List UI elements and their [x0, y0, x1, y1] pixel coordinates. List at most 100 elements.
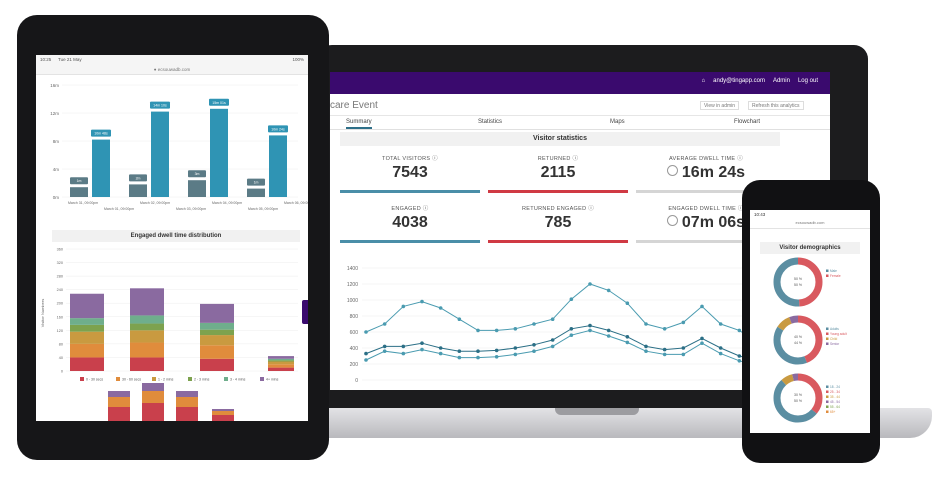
phone-status-bar: 10:43	[750, 210, 870, 220]
data-point	[681, 346, 686, 350]
stat-value-text: 07m 06s	[681, 214, 746, 231]
mini-stacked-segment	[142, 383, 164, 391]
stat-value: 4038	[340, 214, 480, 232]
y-tick-label: 0m	[53, 195, 60, 200]
data-point	[569, 327, 574, 331]
data-label-box	[247, 178, 265, 186]
data-point	[457, 355, 462, 360]
series-line	[365, 325, 759, 362]
donut-inner-label: 30 %	[794, 393, 802, 397]
donut-inner-label: 50 %	[794, 283, 802, 287]
donut-slice	[773, 373, 823, 423]
stat-value: 785	[488, 214, 628, 232]
stacked-segment	[130, 330, 164, 343]
tab-maps[interactable]: Maps	[610, 119, 625, 125]
tablet-status-time: 10:25	[40, 57, 52, 62]
stacked-segment	[130, 357, 164, 371]
phone-url-bar[interactable]: ecsouwadb.com	[750, 220, 870, 229]
tab-statistics[interactable]: Statistics	[478, 119, 503, 125]
stacked-segment	[268, 360, 294, 362]
legend-swatch	[826, 274, 829, 277]
data-point	[438, 351, 443, 356]
data-point	[606, 288, 611, 293]
stacked-segment	[130, 342, 164, 358]
y-tick-label: 0	[355, 378, 358, 384]
user-email-link[interactable]: andy@tingapp.com	[713, 78, 765, 84]
data-point	[700, 336, 704, 341]
donut-inner-label: 44 %	[794, 341, 802, 345]
y-tick-label: 40	[59, 356, 63, 360]
data-point	[513, 352, 518, 357]
y-tick-label: 800	[350, 314, 359, 320]
side-feedback-tab[interactable]	[302, 300, 308, 324]
data-label-box	[268, 125, 288, 133]
data-point	[364, 330, 368, 334]
y-tick-label: 1200	[347, 282, 358, 288]
data-point	[606, 328, 611, 333]
data-label: 15m 01s	[212, 101, 226, 105]
bar-baseline	[129, 184, 147, 197]
data-point	[644, 322, 648, 326]
stat-accent-bar	[340, 240, 480, 243]
data-label-box	[91, 129, 111, 137]
data-point	[401, 304, 406, 309]
stacked-segment	[70, 343, 104, 358]
tab-bar: Summary Statistics Maps Flowchart	[330, 116, 830, 130]
data-point	[476, 355, 480, 360]
stacked-segment	[70, 318, 104, 325]
y-tick-label: 0	[61, 370, 63, 374]
y-tick-label: 280	[57, 275, 63, 279]
visitor-statistics-title: Visitor statistics	[340, 132, 780, 146]
legend-label: 45 - 54	[830, 400, 840, 404]
stat-accent-bar	[340, 190, 480, 193]
data-point	[625, 340, 630, 345]
legend-swatch	[826, 410, 829, 413]
tab-summary[interactable]: Summary	[346, 119, 372, 129]
data-point	[588, 328, 592, 333]
admin-link[interactable]: Admin	[772, 78, 790, 84]
x-tick-label: March 05, 09:00pm	[248, 207, 278, 211]
tablet-url-bar[interactable]: ● ecsouwadb.com	[36, 65, 308, 75]
mini-stacked-segment	[212, 411, 234, 415]
stat-value: 2115	[488, 164, 628, 182]
stat-card: ENGAGED ⓘ 4038	[340, 204, 480, 243]
data-point	[569, 333, 574, 337]
y-tick-label: 200	[57, 302, 63, 306]
legend-swatch	[826, 337, 829, 340]
data-label-box	[70, 177, 88, 185]
donut-inner-label: 40 %	[794, 335, 802, 339]
data-point	[364, 351, 368, 356]
data-point	[662, 352, 667, 357]
view-in-admin-button[interactable]: View in admin	[700, 101, 740, 110]
page-header: care Event View in admin Refresh this an…	[330, 94, 830, 116]
legend-swatch	[826, 400, 829, 403]
data-point	[382, 349, 387, 353]
legend-label: 1 - 2 mins	[158, 378, 174, 382]
data-point	[681, 320, 686, 325]
legend-label: 2 - 3 mins	[194, 378, 210, 382]
data-point	[532, 343, 536, 347]
legend-label: 25 - 34	[830, 390, 840, 394]
data-point	[457, 317, 462, 321]
data-point	[476, 349, 480, 353]
data-point	[438, 346, 443, 350]
stacked-segment	[130, 315, 164, 324]
data-point	[494, 328, 499, 333]
logout-link[interactable]: Log out	[797, 78, 818, 84]
home-icon[interactable]: ⌂	[701, 78, 706, 84]
mini-stacked-segment	[108, 407, 130, 421]
bar-engaged	[92, 139, 110, 197]
legend-swatch	[826, 385, 829, 388]
data-label: 14m 10s	[153, 104, 167, 108]
donut-slice	[773, 257, 823, 307]
data-point	[718, 351, 723, 356]
stacked-segment	[130, 288, 164, 316]
data-point	[625, 335, 630, 339]
stacked-segment	[70, 331, 104, 344]
stacked-segment	[70, 293, 104, 319]
data-point	[700, 304, 704, 309]
tab-flowchart[interactable]: Flowchart	[734, 119, 761, 125]
refresh-analytics-button[interactable]: Refresh this analytics	[748, 101, 804, 110]
dwell-distribution-title: Engaged dwell time distribution	[52, 230, 300, 242]
bar-baseline	[70, 187, 88, 197]
